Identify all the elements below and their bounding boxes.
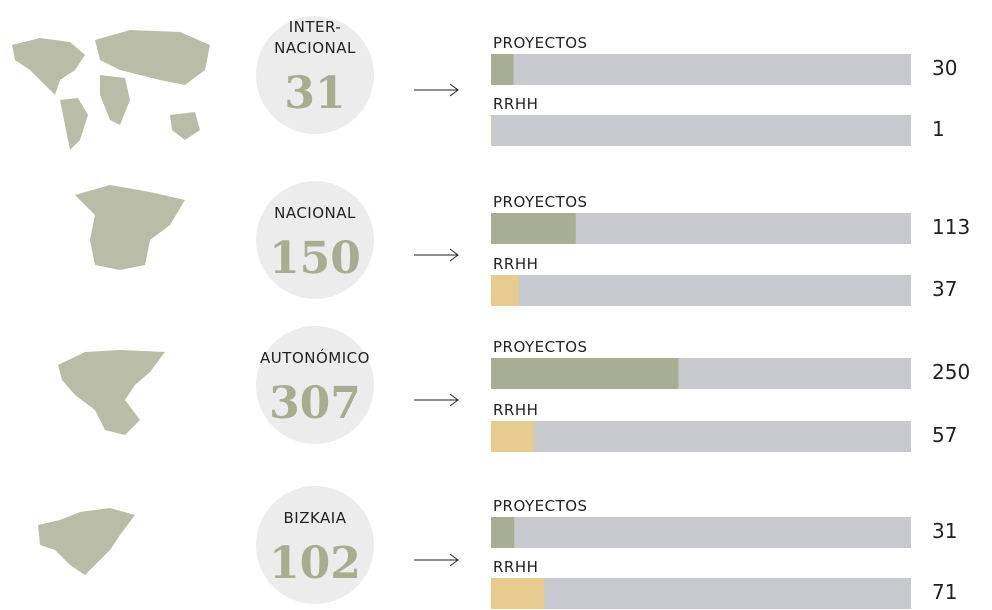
bar — [491, 275, 519, 306]
circle-label: AUTONÓMICO — [260, 348, 370, 367]
bar-value: 57 — [932, 423, 957, 447]
arrow-head — [449, 83, 459, 97]
bar — [491, 421, 534, 452]
bar — [491, 517, 515, 548]
total: 307 — [269, 378, 361, 429]
total: 31 — [284, 68, 345, 119]
bar-value: 1 — [932, 117, 945, 141]
spain-map — [75, 185, 185, 270]
arrow-head — [449, 553, 459, 567]
circle — [256, 326, 374, 444]
circle — [256, 486, 374, 604]
circle-label: NACIONAL — [274, 204, 356, 222]
bar-track — [491, 517, 911, 548]
basque-map — [58, 350, 165, 435]
circle-label: BIZKAIA — [283, 509, 346, 527]
bar-label: RRHH — [493, 95, 538, 113]
bar-value: 30 — [932, 56, 957, 80]
bar-value: 37 — [932, 277, 957, 301]
bar-label: PROYECTOS — [493, 34, 588, 52]
bar — [491, 54, 514, 85]
bar-track — [491, 115, 911, 146]
bar-value: 31 — [932, 519, 957, 543]
bar-track — [491, 54, 911, 85]
bar-label: PROYECTOS — [493, 497, 588, 515]
bar-value: 250 — [932, 360, 970, 384]
bar-label: PROYECTOS — [493, 338, 588, 356]
total: 102 — [269, 538, 361, 589]
bar-label: RRHH — [493, 558, 538, 576]
arrow-head — [449, 393, 459, 407]
circle-label: INTER- — [289, 18, 342, 36]
bar-track — [491, 578, 911, 609]
arrow-head — [449, 248, 459, 262]
bizkaia-map — [38, 508, 135, 575]
circle-label: NACIONAL — [274, 39, 356, 57]
groups: INTER- NACIONAL 31 PROYECTOS 30 RRHH 1 NACIONAL… — [256, 16, 970, 609]
total: 150 — [269, 233, 361, 284]
bar-label: PROYECTOS — [493, 193, 588, 211]
world-map — [12, 30, 210, 150]
bar-label: RRHH — [493, 401, 538, 419]
bar-label: RRHH — [493, 255, 538, 273]
bar — [491, 578, 545, 609]
bar-value: 113 — [932, 215, 970, 239]
bar-value: 71 — [932, 580, 957, 604]
bar — [491, 115, 492, 146]
bar — [491, 213, 576, 244]
bar-track — [491, 421, 911, 452]
circle — [256, 181, 374, 299]
circle — [256, 16, 374, 134]
bar — [491, 358, 679, 389]
bar-track — [491, 275, 911, 306]
